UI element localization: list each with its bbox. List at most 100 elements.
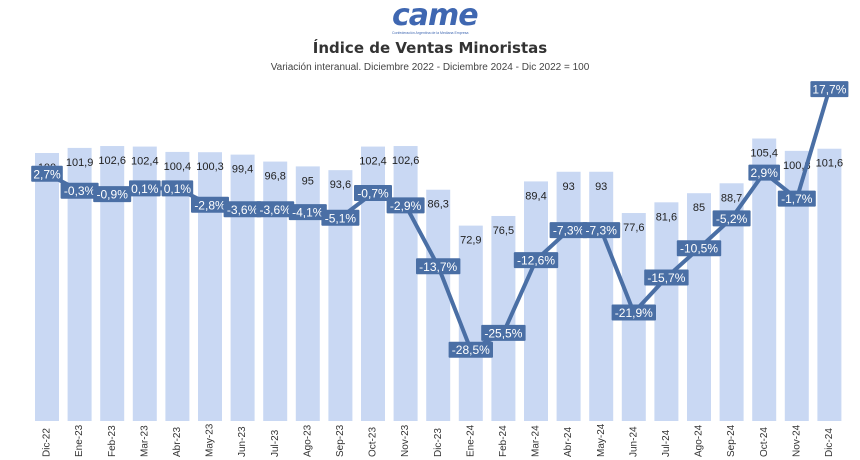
line-value-label: -4,1% — [292, 206, 324, 220]
bar — [654, 202, 679, 421]
x-tick-label: Jul-23 — [270, 429, 281, 457]
line-label-box — [810, 81, 849, 98]
bar — [393, 146, 418, 422]
came-logo: came Confederación Argentina de la Media… — [392, 0, 479, 38]
line-value-label: -5,1% — [325, 211, 357, 225]
line-value-label: 0,1% — [164, 182, 192, 196]
line-label-box — [644, 269, 689, 286]
x-tick-label: Dic-23 — [433, 428, 444, 457]
bar-value-label: 95 — [302, 175, 314, 187]
x-tick-label: Sep-23 — [335, 424, 346, 457]
bar-value-label: 102,4 — [359, 156, 387, 168]
bar-value-label: 102,6 — [98, 155, 126, 167]
line-value-label: -1,7% — [781, 192, 813, 206]
chart-subtitle: Variación interanual. Diciembre 2022 - D… — [270, 62, 590, 73]
line-value-label: -21,9% — [615, 306, 653, 320]
x-tick-label: May-24 — [596, 423, 607, 457]
logo-wordmark: came — [392, 0, 479, 33]
line-value-label: -13,7% — [419, 260, 457, 274]
line-value-label: -25,5% — [484, 326, 522, 340]
line-value-label: 17,7% — [812, 83, 846, 97]
x-tick-label: Mar-24 — [531, 425, 542, 457]
line-value-label: 0,1% — [131, 182, 159, 196]
bar — [263, 161, 288, 422]
line-label-box — [676, 240, 722, 257]
line-label-box — [223, 201, 262, 218]
line-value-label: -7,3% — [586, 224, 618, 238]
bar-value-label: 81,6 — [656, 211, 677, 223]
bar — [165, 151, 190, 422]
line-label-box — [481, 324, 526, 341]
line-label-box — [288, 204, 327, 221]
line-label-box — [748, 164, 780, 181]
x-tick-label: Ago-24 — [694, 424, 705, 457]
bar — [687, 193, 711, 421]
bar-value-label: 99,4 — [232, 164, 253, 176]
bar — [230, 154, 255, 421]
line-value-label: -2,8% — [194, 198, 226, 212]
x-tick-label: Feb-24 — [498, 425, 509, 457]
x-tick-label: Feb-23 — [107, 425, 118, 457]
line-value-label: -2,9% — [390, 199, 422, 213]
line-label-box — [321, 209, 360, 226]
line-value-label: -3,6% — [227, 203, 259, 217]
line-label-box — [777, 190, 816, 207]
bar-value-label: 86,3 — [427, 199, 448, 211]
bar — [328, 170, 353, 421]
x-tick-label: Ago-23 — [302, 424, 313, 457]
x-tick-label: Nov-23 — [400, 424, 411, 457]
x-tick-label: Ene-24 — [465, 424, 476, 457]
line-label-box — [386, 197, 425, 214]
x-tick-label: Abr-23 — [172, 427, 183, 457]
x-tick-label: Abr-24 — [563, 427, 574, 457]
line-label-box — [256, 201, 295, 218]
bar — [198, 152, 222, 422]
x-tick-label: Mar-23 — [139, 425, 150, 457]
bar-value-label: 89,4 — [525, 190, 546, 202]
line-value-label: -0,3% — [64, 184, 96, 198]
x-tick-label: Nov-24 — [791, 424, 802, 457]
line-value-label: -15,7% — [647, 271, 685, 285]
bar-value-label: 101,9 — [66, 157, 94, 169]
x-tick-label: Jun-24 — [628, 426, 639, 457]
line-label-box — [611, 304, 656, 321]
bar — [556, 171, 581, 421]
line-label-box — [60, 182, 99, 199]
x-tick-label: Dic-22 — [42, 428, 53, 457]
line-value-label: -0,9% — [97, 188, 129, 202]
bar-value-label: 72,9 — [460, 235, 481, 247]
x-tick-label: Oct-23 — [368, 427, 379, 457]
line-value-label: -10,5% — [680, 242, 718, 256]
bar-value-label: 96,8 — [264, 171, 285, 183]
x-tick-label: Oct-24 — [759, 427, 770, 457]
bar-value-label: 77,6 — [623, 222, 644, 234]
x-tick-label: Jul-24 — [661, 429, 672, 457]
x-tick-label: Sep-24 — [726, 424, 737, 457]
bar-value-label: 102,6 — [392, 155, 420, 167]
bar-value-label: 76,5 — [493, 225, 514, 237]
line-label-box — [129, 180, 161, 197]
bar-value-label: 105,4 — [750, 148, 778, 160]
bar — [426, 189, 451, 421]
line-label-box — [582, 222, 621, 239]
line-value-label: -28,5% — [452, 343, 490, 357]
line-label-box — [93, 186, 132, 203]
bar-value-label: 88,7 — [721, 192, 742, 204]
line-value-label: -12,6% — [517, 254, 555, 268]
bar — [458, 225, 483, 421]
line-label-box — [513, 252, 559, 269]
bar — [589, 171, 614, 421]
line-label-box — [354, 184, 392, 201]
bar-value-label: 100,3 — [196, 161, 224, 173]
bar — [35, 153, 59, 421]
line-value-label: -5,2% — [716, 212, 748, 226]
x-tick-label: Jun-23 — [237, 426, 248, 457]
line-label-box — [549, 222, 588, 239]
line-label-box — [416, 258, 461, 275]
bar-value-label: 93 — [595, 181, 607, 193]
line-label-box — [31, 165, 63, 182]
bar-value-label: 93,6 — [330, 179, 351, 191]
x-tick-label: Dic-24 — [824, 428, 835, 457]
chart-title: Índice de Ventas Minoristas — [312, 39, 548, 57]
line-value-label: -3,6% — [260, 203, 292, 217]
